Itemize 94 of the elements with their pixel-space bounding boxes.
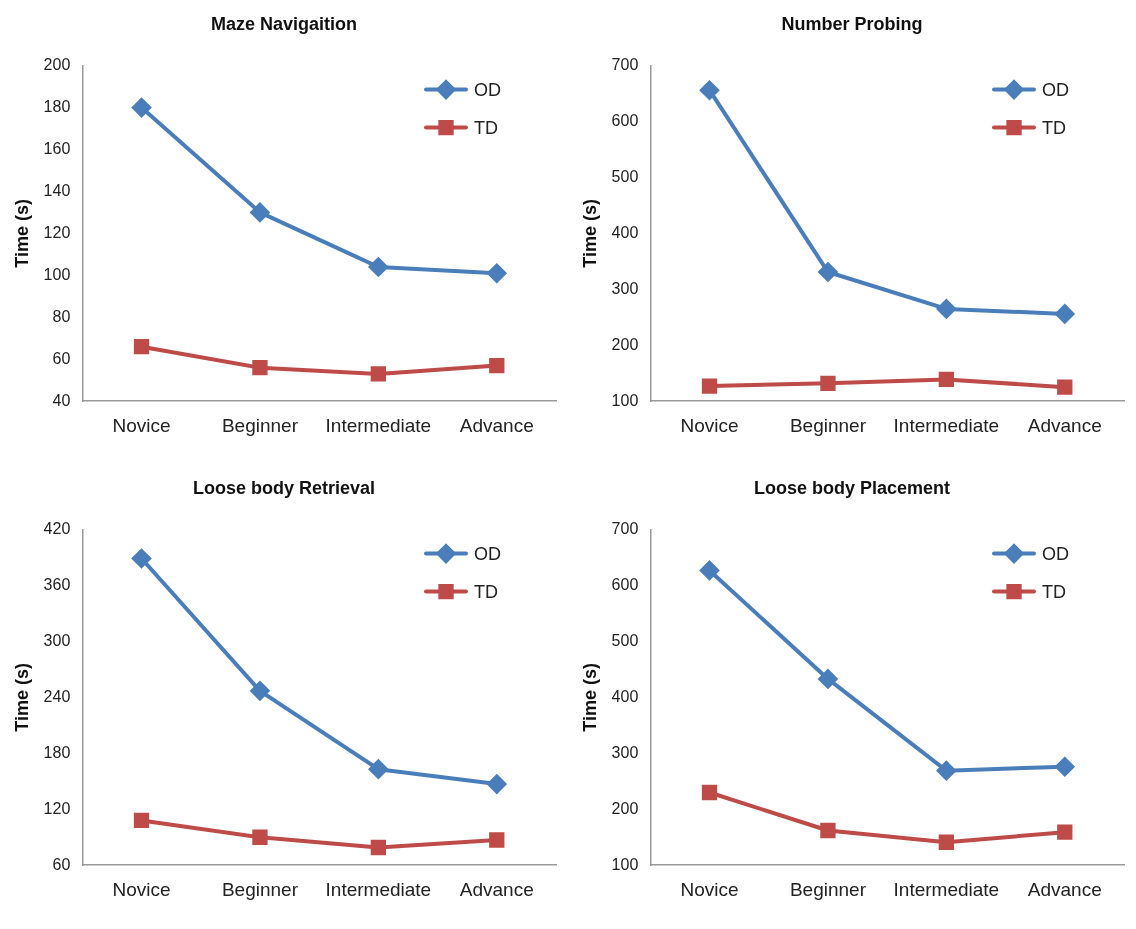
x-tick-label: Intermediate [325, 414, 432, 436]
point [132, 98, 152, 118]
point [370, 366, 387, 382]
point [818, 262, 838, 282]
point [936, 299, 956, 319]
y-tick-label: 500 [611, 167, 639, 185]
point [250, 202, 270, 222]
x-tick-label: Intermediate [325, 878, 432, 900]
chart-title: Loose body Retrieval [192, 477, 376, 498]
point [489, 357, 505, 374]
point [250, 681, 270, 701]
x-tick-label: Intermediate [893, 878, 1000, 900]
x-tick-label: Beginner [789, 414, 867, 436]
y-tick-label: 300 [611, 279, 639, 297]
legend-label: OD [474, 79, 501, 100]
point [1057, 824, 1073, 840]
y-axis-title: Time (s) [11, 663, 32, 732]
y-tick-label: 120 [43, 223, 71, 241]
legend-label: OD [474, 543, 501, 564]
y-tick-label: 500 [611, 631, 639, 649]
point [701, 378, 718, 394]
y-tick-label: 120 [43, 799, 71, 817]
y-tick-label: 100 [611, 391, 639, 409]
legend-label: TD [1042, 581, 1066, 602]
x-tick-label: Novice [112, 878, 171, 900]
y-tick-label: 240 [43, 687, 71, 705]
legend-label: TD [1042, 117, 1066, 138]
legend-label: OD [1042, 543, 1069, 564]
point [252, 359, 268, 376]
y-tick-label: 600 [611, 111, 639, 129]
y-tick-label: 60 [52, 855, 71, 873]
y-tick-label: 300 [611, 743, 639, 761]
y-tick-label: 400 [611, 687, 639, 705]
y-axis-title: Time (s) [579, 199, 600, 268]
chart-title: Loose body Placement [753, 477, 951, 498]
x-tick-label: Intermediate [893, 414, 1000, 436]
point [820, 822, 836, 839]
point [1055, 304, 1075, 324]
y-tick-label: 140 [43, 181, 71, 199]
y-tick-label: 80 [52, 307, 71, 325]
y-axis-title: Time (s) [579, 663, 600, 732]
y-tick-label: 40 [52, 391, 71, 409]
point [700, 80, 720, 100]
point [368, 759, 388, 779]
y-tick-label: 420 [43, 520, 71, 538]
y-tick-label: 100 [611, 855, 639, 873]
point [1055, 757, 1075, 777]
point [938, 834, 955, 850]
point [133, 812, 150, 829]
x-tick-label: Beginner [789, 878, 867, 900]
legend-label: OD [1042, 79, 1069, 100]
y-tick-label: 360 [43, 575, 71, 593]
point [487, 263, 507, 283]
y-tick-label: 200 [611, 799, 639, 817]
chart-title: Number Probing [781, 13, 923, 34]
y-tick-label: 200 [43, 56, 71, 74]
point [370, 839, 387, 856]
x-tick-label: Novice [680, 878, 739, 900]
legend-label: TD [474, 117, 498, 138]
x-tick-label: Novice [680, 414, 739, 436]
y-tick-label: 300 [43, 631, 71, 649]
point [252, 829, 268, 845]
x-tick-label: Advance [1027, 878, 1102, 900]
point [701, 784, 718, 801]
x-tick-label: Advance [1027, 414, 1102, 436]
x-tick-label: Advance [459, 878, 534, 900]
point [368, 257, 388, 277]
point [487, 774, 507, 794]
x-tick-label: Beginner [221, 878, 299, 900]
x-tick-label: Novice [112, 414, 171, 436]
point [133, 339, 150, 355]
y-axis-title: Time (s) [11, 199, 32, 268]
y-tick-label: 60 [52, 349, 71, 367]
point [132, 549, 152, 568]
y-tick-label: 180 [43, 743, 71, 761]
y-tick-label: 600 [611, 575, 639, 593]
y-tick-label: 400 [611, 223, 639, 241]
point [820, 375, 836, 391]
x-tick-label: Advance [459, 414, 534, 436]
legend-label: TD [474, 581, 498, 602]
y-tick-label: 700 [611, 56, 639, 74]
y-tick-label: 700 [611, 520, 639, 538]
point [938, 371, 955, 388]
y-tick-label: 160 [43, 139, 71, 157]
x-tick-label: Beginner [221, 414, 299, 436]
point [818, 669, 838, 689]
y-tick-label: 100 [43, 265, 71, 283]
y-tick-label: 200 [611, 335, 639, 353]
y-tick-label: 180 [43, 97, 71, 115]
point [700, 560, 720, 580]
chart-title: Maze Navigaition [210, 13, 358, 34]
point [1057, 379, 1073, 395]
point [489, 832, 505, 848]
point [936, 761, 956, 781]
